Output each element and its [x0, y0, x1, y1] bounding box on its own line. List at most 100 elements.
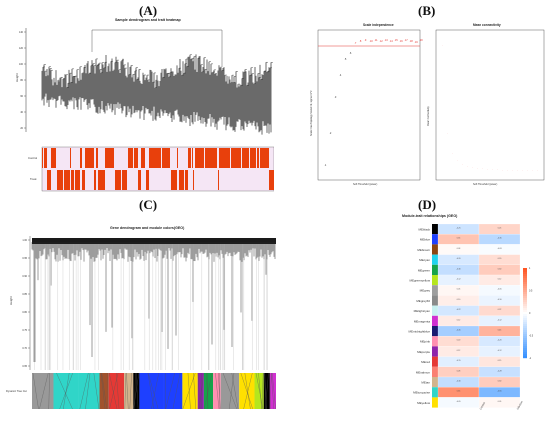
scale-independence-point: ·7: [354, 41, 357, 45]
trait-cell: [42, 148, 43, 168]
cell-value: -0.30: [456, 268, 460, 270]
panel-a-ytick: 60: [20, 95, 23, 98]
mean-connectivity-point: ·: [532, 169, 533, 172]
trait-cell: [47, 170, 51, 190]
module-color-swatch: [432, 326, 438, 337]
module-label: MEsalmon: [416, 370, 431, 374]
trait-cell: [138, 170, 141, 190]
panel-c-ytick: 1.00: [22, 239, 27, 242]
cell-value: 0.45: [498, 330, 502, 332]
module-color-swatch: [432, 305, 438, 316]
module-label: MEred: [421, 360, 430, 364]
cell-value: -0.65: [497, 391, 501, 393]
module-label: MEturquoise: [413, 391, 430, 395]
mean-connectivity-point: ·: [482, 167, 483, 170]
trait-cell: [210, 148, 214, 168]
trait-cell: [153, 148, 157, 168]
panel-a-ytick: 100: [19, 63, 24, 66]
trait-cell: [179, 170, 184, 190]
trait-cell: [269, 170, 274, 190]
cell-value: 0.12: [498, 279, 502, 281]
trait-cell: [192, 148, 193, 168]
trait-cell: [99, 170, 105, 190]
trait-cell: [96, 148, 98, 168]
trait-cell: [263, 148, 269, 168]
trait-cell: [90, 148, 94, 168]
module-color-swatch: [432, 264, 438, 275]
scale-independence-point: ·15: [394, 38, 398, 42]
mean-connectivity-points: · · · · · · · · · · · · · · · · · · · ·: [442, 44, 538, 172]
trait-cell: [128, 148, 133, 168]
mean-connectivity-point: ·: [537, 169, 538, 172]
scale-independence-point: ·14: [389, 39, 393, 43]
trait-cell: [98, 170, 99, 190]
trait-cell: [122, 170, 127, 190]
trait-cell: [44, 148, 47, 168]
cell-value: 0.35: [457, 238, 461, 240]
scale-independence-point: ·9: [364, 38, 367, 42]
panel-b-letter: (B): [418, 3, 436, 18]
cell-value: -0.20: [456, 258, 460, 260]
module-label: MEtan: [421, 381, 430, 385]
mean-connectivity-point: ·: [487, 168, 488, 171]
cell-value: 0.12: [457, 350, 461, 352]
scale-independence-points: ·1·2·3·4·5·6·7·8·9·10·11·12·13·14·15·16 ·…: [324, 38, 423, 167]
module-label: MEcyan: [419, 258, 430, 262]
panel-c-ytick: 0.90: [22, 275, 27, 278]
mean-connectivity-frame: [435, 29, 545, 181]
module-label: MEgreen: [418, 268, 431, 272]
trait-cell: [141, 148, 145, 168]
trait-row-treat: [47, 170, 274, 190]
scale-independence-point: ·13: [384, 38, 388, 42]
trait-cell: [80, 148, 82, 168]
scale-independence-point: ·1: [324, 163, 327, 167]
trait-cell: [137, 148, 138, 168]
module-color-swatch: [432, 387, 438, 398]
scale-independence-point: ·12: [379, 39, 383, 43]
module-color-segment: [254, 373, 264, 409]
panel-a-ytick: 80: [20, 79, 23, 82]
panel-c-ytick: 0.75: [22, 329, 27, 332]
mean-connectivity-point: ·: [462, 163, 463, 166]
trait-cell: [134, 148, 137, 168]
module-color-swatch: [432, 244, 438, 255]
trait-cell: [105, 148, 108, 168]
trait-cell: [85, 148, 90, 168]
mean-connectivity-point: ·: [502, 169, 503, 172]
cell-value: -0.03: [497, 248, 501, 250]
module-color-segment: [197, 373, 204, 409]
mean-connectivity-point: ·: [522, 169, 523, 172]
module-color-segment: [32, 373, 54, 409]
trait-label-control: Control: [28, 156, 37, 160]
gene-dendrogram: [31, 238, 276, 370]
module-color-swatch: [432, 254, 438, 265]
module-color-segment: [108, 373, 125, 409]
module-color-swatch: [432, 234, 438, 245]
trait-heatmap: [41, 146, 274, 192]
mean-connectivity-point: ·: [442, 44, 443, 47]
mean-connectivity-point: ·: [477, 167, 478, 170]
correlation-legend: 1 0.5 0 -0.5 -1: [523, 267, 534, 360]
panel-c-ytick: 0.95: [22, 257, 27, 260]
cell-value: -0.15: [456, 360, 460, 362]
cell-value: 0.28: [457, 370, 461, 372]
panel-c-figure: Height 1.000.950.900.850.800.750.700.65 …: [6, 236, 276, 410]
cell-value: 0.05: [498, 401, 502, 403]
trait-cell: [243, 148, 249, 168]
panel-b-figure: Scale independence Scale Free Topology M…: [310, 23, 545, 186]
trait-cell: [193, 170, 194, 190]
trait-cell: [242, 148, 243, 168]
trait-cell: [195, 148, 198, 168]
cell-value: 0.20: [457, 340, 461, 342]
mean-connectivity-point: ·: [452, 152, 453, 155]
scale-independence-xlabel: Soft Threshold (power): [353, 183, 377, 186]
module-color-segment: [78, 373, 100, 409]
mean-connectivity-title: Mean connectivity: [473, 23, 501, 27]
module-label: MEgrey: [420, 289, 431, 293]
panel-a-yticks: 140 120 100 80 60 40 20: [19, 31, 26, 130]
legend-tick: 0: [529, 312, 531, 315]
module-color-bar: [32, 372, 276, 410]
panel-c-ytick: 0.65: [22, 365, 27, 368]
module-color-segment: [269, 373, 276, 409]
scale-independence-point: ·5: [344, 57, 347, 61]
